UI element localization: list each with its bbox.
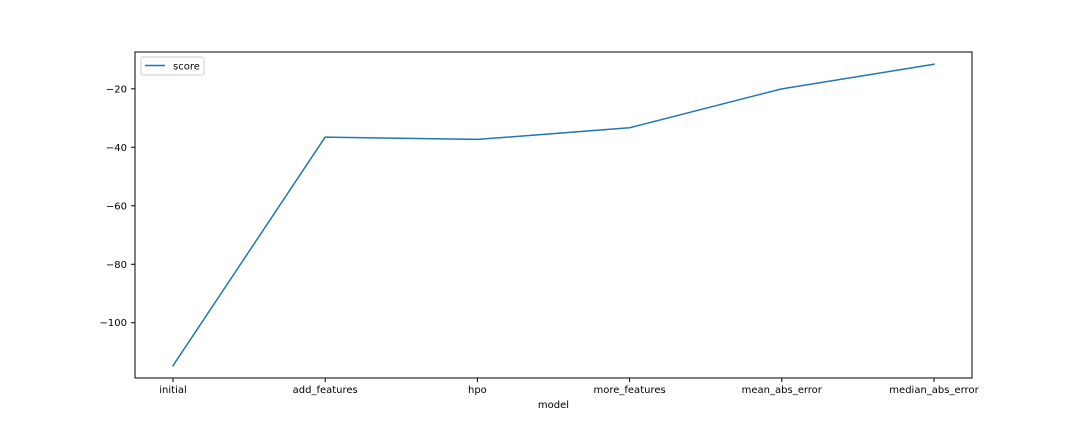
- x-tick-label: mean_abs_error: [742, 385, 823, 396]
- legend-box: [140, 56, 205, 76]
- y-tick-label: −60: [106, 201, 127, 212]
- y-tick-label: −20: [106, 84, 127, 95]
- x-axis: initial add_features hpo more_features mean_…: [159, 378, 980, 396]
- series-line-score: [171, 63, 935, 367]
- plot-frame: [134, 51, 973, 379]
- legend: score: [140, 56, 205, 76]
- y-tick-label: −80: [106, 260, 127, 271]
- y-axis: −100 −80 −60 −40 −20: [100, 84, 135, 329]
- x-tick-label: hpo: [468, 385, 487, 396]
- y-tick-label: −100: [100, 318, 127, 329]
- x-tick-label: add_features: [293, 385, 358, 396]
- x-tick-label: initial: [159, 385, 187, 396]
- x-tick-label: median_abs_error: [889, 385, 979, 396]
- legend-label-score: score: [173, 62, 200, 73]
- series-layer: [171, 63, 935, 367]
- x-axis-label: model: [538, 400, 569, 411]
- x-tick-label: more_features: [593, 385, 665, 396]
- y-tick-label: −40: [106, 143, 127, 154]
